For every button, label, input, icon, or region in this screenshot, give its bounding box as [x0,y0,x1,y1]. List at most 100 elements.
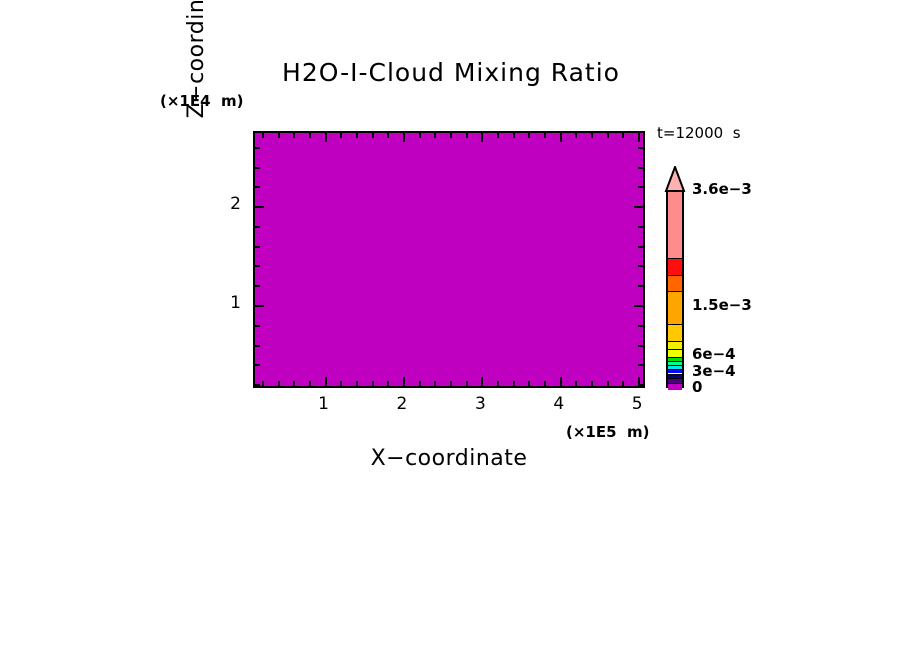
colorbar-band-separator [668,291,682,292]
x-axis-tick [465,133,468,138]
x-axis-tick [355,381,358,386]
y-axis-tick [255,245,260,248]
colorbar-band-separator [668,361,682,363]
x-axis-tick [418,133,421,138]
x-axis-tick [371,133,374,138]
y-axis-tick [634,304,643,307]
x-axis-tick [293,381,296,386]
x-axis-tick [638,377,641,386]
x-axis-tick [340,133,343,138]
x-axis-tick [638,133,641,142]
colorbar-band [668,369,682,374]
x-axis-tick [559,133,562,142]
y-tick-label: 2 [230,194,241,215]
y-axis-tick [255,166,260,169]
x-axis-tick [544,381,547,386]
y-axis-tick [255,364,260,367]
page-title: H2O-I-Cloud Mixing Ratio [282,58,620,87]
colorbar-band [668,383,682,390]
y-axis-tick [638,225,643,228]
x-axis-tick [606,381,609,386]
x-axis-tick [481,133,484,142]
colorbar-band [668,373,682,378]
y-axis-tick [638,186,643,189]
y-axis-tick [255,265,260,268]
y-axis-tick [255,206,264,209]
colorbar-band-separator [668,258,682,259]
y-axis-tick [634,206,643,209]
x-axis-tick [575,133,578,138]
x-axis-tick [544,133,547,138]
y-axis-tick [255,324,260,327]
y-axis-tick [638,166,643,169]
colorbar-band [668,324,682,341]
colorbar-tick-label: 3.6e−3 [692,180,752,198]
y-axis-tick [255,344,260,347]
x-axis-tick [481,377,484,386]
x-axis-tick [497,133,500,138]
colorbar-extend-arrow [664,166,686,192]
colorbar-band [668,365,682,370]
x-tick-label: 2 [396,394,408,414]
colorbar-band [668,291,682,324]
y-axis-tick [638,344,643,347]
time-annotation: t=12000 s [657,124,741,142]
x-axis-tick [418,381,421,386]
x-axis-tick [402,377,405,386]
y-axis-tick [255,304,264,307]
x-axis-tick [450,381,452,386]
colorbar-tick-label: 1.5e−3 [692,295,752,314]
x-axis-tick [450,133,452,138]
colorbar-band [668,348,682,357]
y-axis-tick [638,285,643,288]
x-axis-tick [465,381,468,386]
colorbar-band-separator [668,383,682,385]
y-axis-tick [638,146,643,149]
x-axis-tick [261,133,264,138]
x-axis-unit-label: (×1E5 m) [566,423,650,441]
colorbar-band [668,377,682,384]
colorbar-band-separator [668,373,682,375]
y-axis-tick [255,225,260,228]
colorbar-tick-label: 3e−4 [692,361,736,380]
plot-area [253,131,645,388]
y-axis-tick [255,285,260,288]
y-axis-tick [638,245,643,248]
y-axis-unit-label: (×1E4 m) [160,92,244,110]
x-axis-tick [324,377,327,386]
x-axis-tick [559,377,562,386]
x-axis-tick [308,133,311,138]
x-axis-tick [497,381,500,386]
colorbar-tick-label: 0 [692,378,703,396]
x-axis-tick [293,133,296,138]
y-axis-tick [638,384,643,386]
colorbar-band [668,340,682,349]
y-axis-tick [255,384,260,386]
x-axis-tick [528,133,531,138]
y-axis-tick [638,364,643,367]
x-axis-tick [308,381,311,386]
x-axis-tick [528,381,531,386]
x-tick-label: 3 [474,394,486,414]
x-axis-tick [434,381,437,386]
x-axis-tick [591,381,594,386]
y-axis-title: Z−coordinate [184,0,209,119]
x-axis-title: X−coordinate [370,446,528,471]
x-axis-tick [387,381,390,386]
colorbar-band [668,274,682,291]
x-axis-tick [340,381,343,386]
colorbar-band-separator [668,348,682,350]
colorbar-band [668,258,682,275]
y-axis-tick [638,324,643,327]
colorbar-band-separator [668,357,682,358]
x-tick-label: 5 [631,394,643,414]
x-axis-tick [324,133,327,142]
x-axis-tick [591,133,594,138]
y-axis-tick [255,146,260,149]
x-axis-tick [575,381,578,386]
colorbar-band [668,192,682,258]
x-axis-tick [512,381,515,386]
x-axis-tick [622,133,625,138]
y-axis-tick [638,265,643,268]
